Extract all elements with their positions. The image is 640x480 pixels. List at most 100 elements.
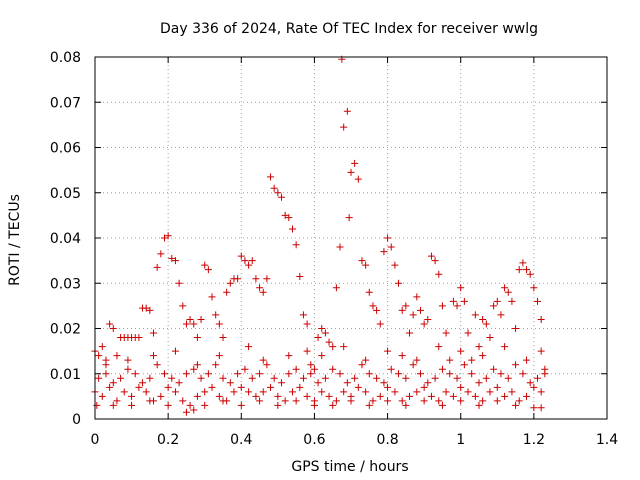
data-point xyxy=(201,261,209,269)
x-tick-label: 1.4 xyxy=(596,432,618,448)
data-point xyxy=(321,374,329,382)
data-point xyxy=(486,334,494,342)
data-point xyxy=(281,397,289,405)
data-point xyxy=(168,254,176,262)
data-point xyxy=(402,374,410,382)
data-point xyxy=(164,401,172,409)
data-point xyxy=(95,374,103,382)
data-point xyxy=(193,334,201,342)
data-point xyxy=(508,297,516,305)
y-tick-label: 0.03 xyxy=(50,276,81,292)
data-point xyxy=(190,320,198,328)
data-point xyxy=(267,383,275,391)
data-point xyxy=(332,284,340,292)
data-point xyxy=(204,266,212,274)
data-point xyxy=(171,257,179,265)
data-point xyxy=(468,356,476,364)
data-point xyxy=(416,306,424,314)
data-point xyxy=(237,401,245,409)
data-point xyxy=(387,365,395,373)
data-point xyxy=(153,263,161,271)
data-point xyxy=(435,397,443,405)
data-point xyxy=(241,365,249,373)
data-point xyxy=(475,401,483,409)
data-point xyxy=(182,370,190,378)
data-point xyxy=(384,347,392,355)
data-point xyxy=(325,338,333,346)
data-point xyxy=(431,374,439,382)
data-point xyxy=(193,361,201,369)
data-point xyxy=(212,311,220,319)
data-point xyxy=(413,388,421,396)
data-point xyxy=(460,361,468,369)
data-point xyxy=(457,284,465,292)
data-point xyxy=(157,250,165,258)
data-point xyxy=(215,320,223,328)
data-point xyxy=(501,392,509,400)
data-point xyxy=(387,243,395,251)
data-point xyxy=(182,408,190,416)
data-point xyxy=(285,352,293,360)
data-point xyxy=(358,361,366,369)
data-point xyxy=(457,347,465,355)
data-point xyxy=(157,392,165,400)
data-point xyxy=(193,392,201,400)
data-point xyxy=(93,401,101,409)
data-point xyxy=(486,388,494,396)
data-point xyxy=(325,392,333,400)
data-point xyxy=(380,248,388,256)
data-point xyxy=(530,284,538,292)
data-point xyxy=(329,401,337,409)
data-point xyxy=(512,361,520,369)
data-point xyxy=(479,397,487,405)
x-axis-label: GPS time / hours xyxy=(291,459,408,475)
data-point xyxy=(449,297,457,305)
data-point xyxy=(471,392,479,400)
data-point xyxy=(438,401,446,409)
data-point xyxy=(263,275,271,283)
data-point xyxy=(380,379,388,387)
data-point xyxy=(314,379,322,387)
data-point xyxy=(95,352,103,360)
x-tick-label: 0.4 xyxy=(230,432,252,448)
data-point xyxy=(446,356,454,364)
data-point xyxy=(285,370,293,378)
data-point xyxy=(464,388,472,396)
data-point xyxy=(482,374,490,382)
data-point xyxy=(493,297,501,305)
data-point xyxy=(303,392,311,400)
data-point xyxy=(245,261,253,269)
data-point xyxy=(449,392,457,400)
data-point xyxy=(135,383,143,391)
data-point xyxy=(190,365,198,373)
data-point xyxy=(420,320,428,328)
data-point xyxy=(223,288,231,296)
data-point xyxy=(347,397,355,405)
data-point xyxy=(373,374,381,382)
data-point xyxy=(146,374,154,382)
data-points xyxy=(91,55,549,416)
data-point xyxy=(106,383,114,391)
data-point xyxy=(508,388,516,396)
y-tick-label: 0.06 xyxy=(50,141,81,157)
data-point xyxy=(310,365,318,373)
data-point xyxy=(259,388,267,396)
data-point xyxy=(179,302,187,310)
data-point xyxy=(384,397,392,405)
data-point xyxy=(150,329,158,337)
data-point xyxy=(307,370,315,378)
data-point xyxy=(362,388,370,396)
data-point xyxy=(230,388,238,396)
data-point xyxy=(398,397,406,405)
data-point xyxy=(267,173,275,181)
y-tick-label: 0.07 xyxy=(50,95,81,111)
data-point xyxy=(526,379,534,387)
data-point xyxy=(98,343,106,351)
data-point xyxy=(406,329,414,337)
data-point xyxy=(362,356,370,364)
data-point xyxy=(365,401,373,409)
data-point xyxy=(512,325,520,332)
data-point xyxy=(343,107,351,115)
data-point xyxy=(128,392,136,400)
data-point xyxy=(153,361,161,369)
